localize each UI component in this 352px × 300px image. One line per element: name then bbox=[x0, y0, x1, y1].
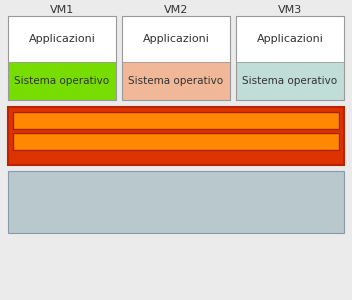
Bar bbox=[8, 171, 344, 233]
Bar bbox=[122, 62, 230, 100]
Text: Binary Translation: Binary Translation bbox=[129, 136, 223, 146]
Bar bbox=[8, 16, 116, 100]
Text: VMM: VMM bbox=[161, 154, 191, 164]
Text: Applicazioni: Applicazioni bbox=[257, 34, 323, 44]
Bar bbox=[8, 107, 344, 165]
Text: Hardware virtuale: Hardware virtuale bbox=[129, 116, 223, 125]
Text: VM2: VM2 bbox=[164, 5, 188, 15]
Bar bbox=[122, 16, 230, 62]
Bar bbox=[13, 133, 339, 150]
Bar bbox=[8, 62, 116, 100]
Bar bbox=[236, 16, 344, 62]
Text: Sistema operativo: Sistema operativo bbox=[128, 76, 224, 86]
Bar bbox=[122, 16, 230, 100]
Text: Applicazioni: Applicazioni bbox=[143, 34, 209, 44]
Text: VM1: VM1 bbox=[50, 5, 74, 15]
Text: Sistema operativo: Sistema operativo bbox=[14, 76, 109, 86]
Text: Sistema operativo: Sistema operativo bbox=[243, 76, 338, 86]
Text: Hardware: Hardware bbox=[146, 196, 206, 208]
Bar bbox=[236, 16, 344, 100]
Bar bbox=[8, 16, 116, 62]
Text: Applicazioni: Applicazioni bbox=[29, 34, 95, 44]
Text: VM3: VM3 bbox=[278, 5, 302, 15]
Bar bbox=[236, 62, 344, 100]
Bar bbox=[13, 112, 339, 129]
